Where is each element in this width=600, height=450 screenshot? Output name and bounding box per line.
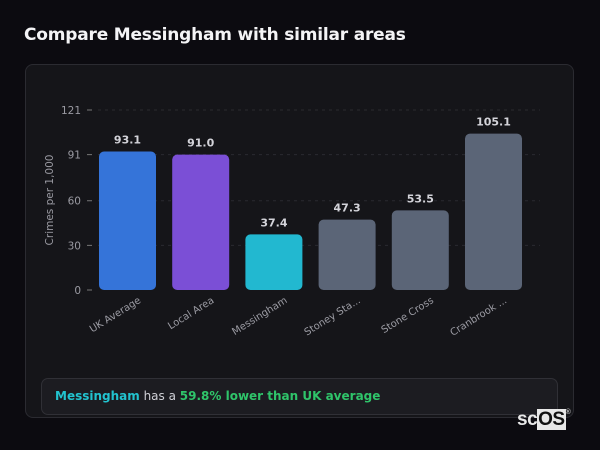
x-tick-label: Local Area (166, 295, 216, 332)
x-tick-label: Stone Cross (380, 295, 436, 336)
bar-value-label: 53.5 (407, 192, 434, 205)
y-tick-label: 0 (74, 285, 81, 297)
summary-text: has a (139, 389, 180, 403)
y-tick-label: 121 (61, 105, 81, 117)
bar-3 (318, 219, 376, 290)
bar-value-label: 105.1 (476, 116, 511, 129)
summary-area: Messingham (55, 389, 140, 403)
x-tick-label: Cranbrook ... (449, 295, 510, 339)
y-tick-label: 60 (68, 196, 81, 208)
bar-4 (391, 210, 449, 290)
bar-value-label: 91.0 (187, 137, 214, 150)
x-tick-label: Stoney Sta... (303, 295, 363, 338)
logo-text: sc (517, 409, 538, 430)
y-tick-label: 30 (68, 240, 81, 252)
logo-text-os: OS (537, 409, 566, 430)
y-axis-label: Crimes per 1,000 (44, 155, 56, 246)
bar-value-label: 37.4 (260, 216, 287, 229)
x-tick-label: UK Average (88, 295, 143, 335)
bar-5 (465, 133, 522, 290)
comparison-summary: Messingham has a 59.8% lower than UK ave… (41, 378, 558, 415)
logo-mark: ® (565, 409, 571, 416)
page-title: Compare Messingham with similar areas (24, 25, 406, 45)
x-tick-label: Messingham (230, 295, 289, 338)
bar-2 (245, 234, 303, 290)
bar-value-label: 93.1 (114, 134, 141, 147)
bar-0 (99, 151, 156, 290)
bar-value-label: 47.3 (334, 202, 361, 215)
y-tick-label: 91 (68, 150, 81, 162)
bar-1 (172, 154, 230, 290)
scos-logo: scOS® (517, 409, 571, 431)
summary-result: 59.8% lower than UK average (179, 389, 381, 403)
